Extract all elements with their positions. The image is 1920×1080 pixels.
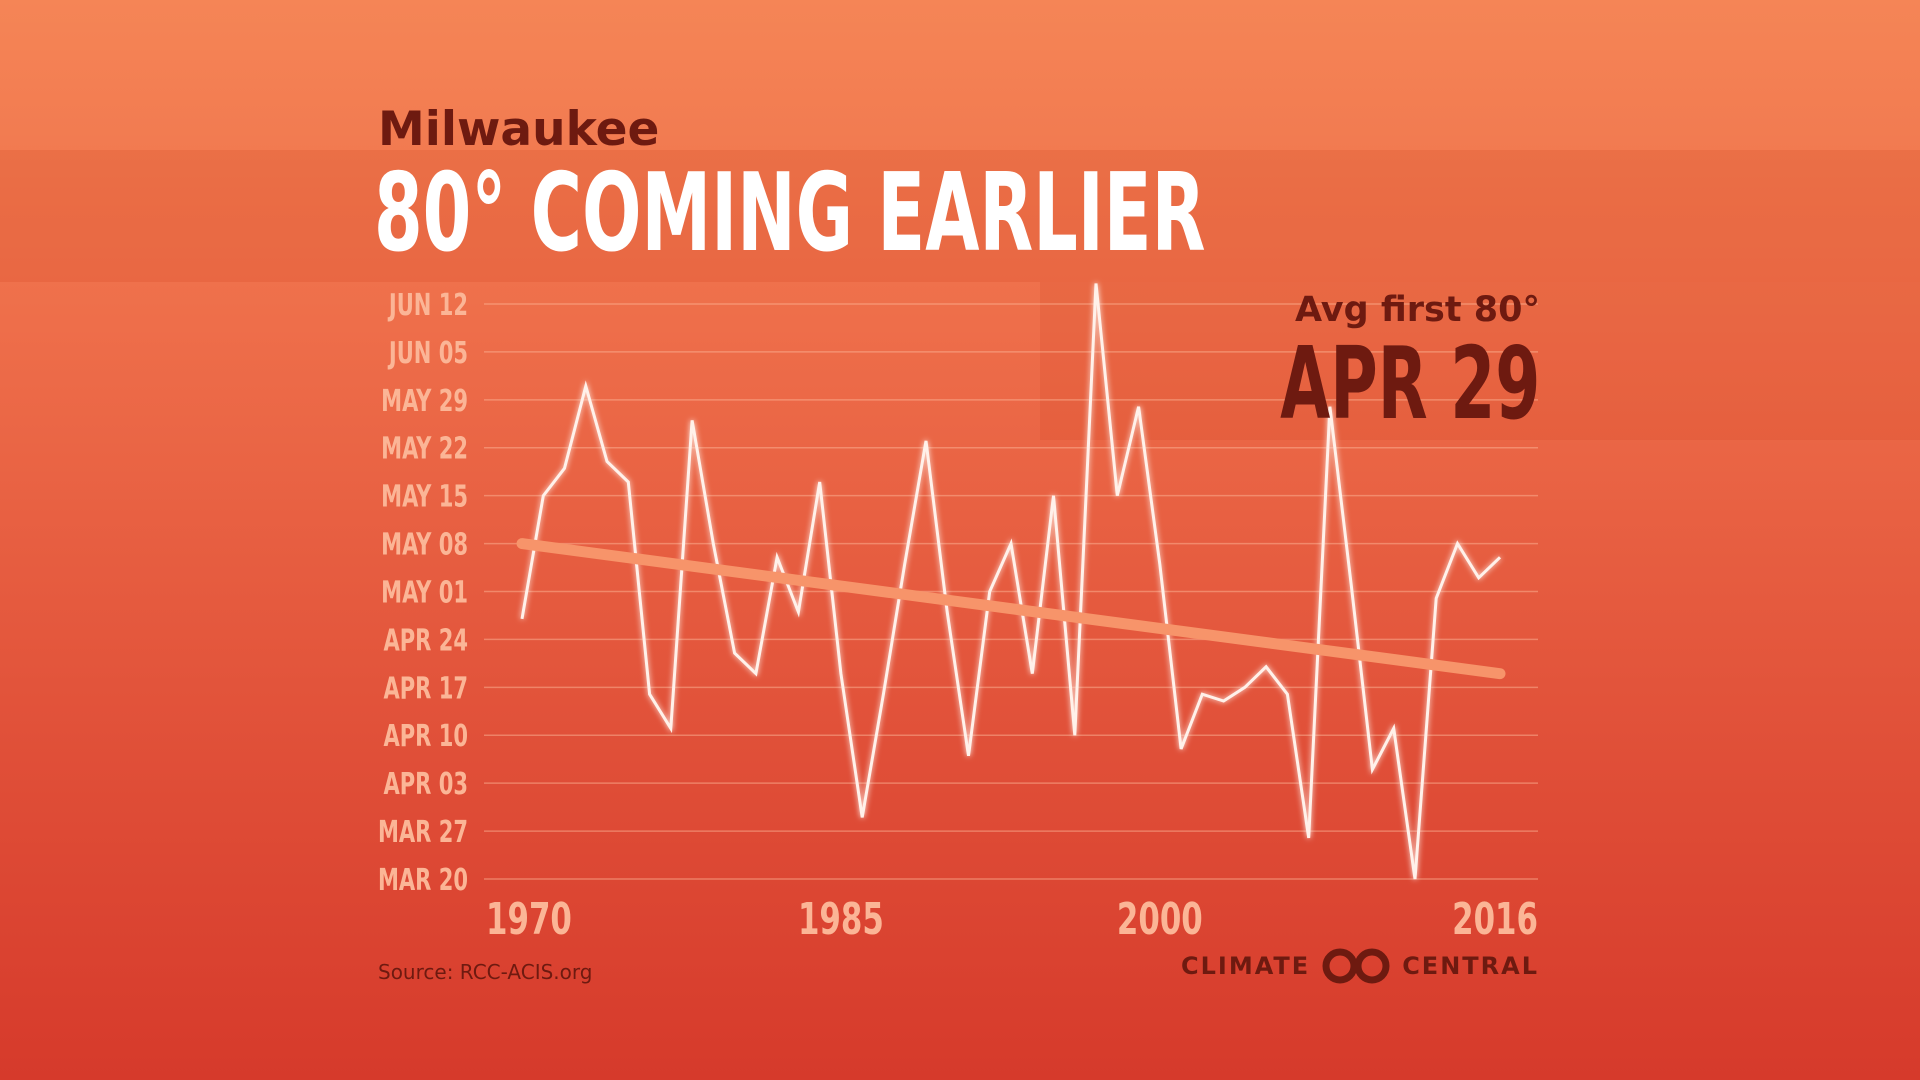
x-tick-label: 2016 bbox=[1452, 894, 1538, 945]
y-axis-ticks: MAR 20 MAR 27 APR 03 APR 10 APR 17 APR 24 MAY … bbox=[378, 288, 468, 898]
y-tick-label: MAR 20 bbox=[378, 863, 468, 898]
y-tick-label: APR 24 bbox=[383, 624, 468, 659]
y-tick-label: JUN 12 bbox=[387, 288, 468, 323]
page-title: 80° COMING EARLIER bbox=[374, 151, 1206, 276]
logo-rings-icon bbox=[1322, 948, 1390, 984]
y-tick-label: MAR 27 bbox=[378, 815, 468, 850]
logo-text-left: CLIMATE bbox=[1180, 952, 1311, 980]
y-tick-label: MAY 01 bbox=[381, 576, 468, 611]
climate-central-logo: CLIMATE CENTRAL bbox=[1181, 946, 1539, 986]
y-tick-label: APR 03 bbox=[383, 767, 468, 802]
x-tick-label: 1970 bbox=[486, 894, 572, 945]
logo-text-right: CENTRAL bbox=[1402, 952, 1539, 980]
y-tick-label: JUN 05 bbox=[387, 336, 468, 371]
callout-band bbox=[1040, 282, 1920, 440]
series-lines bbox=[516, 283, 1506, 880]
source-note: Source: RCC-ACIS.org bbox=[378, 960, 593, 984]
y-tick-label: MAY 29 bbox=[381, 384, 468, 419]
y-tick-label: APR 17 bbox=[383, 672, 468, 707]
series-line-first-80-date bbox=[520, 283, 1502, 880]
trend-line bbox=[516, 538, 1506, 680]
x-axis-ticks: 1970 1985 2000 2016 bbox=[486, 894, 1538, 945]
y-tick-label: MAY 15 bbox=[381, 480, 468, 515]
average-value: APR 29 bbox=[1279, 325, 1540, 442]
gridlines bbox=[484, 303, 1538, 880]
x-tick-label: 2000 bbox=[1117, 894, 1203, 945]
y-tick-label: MAY 08 bbox=[381, 528, 468, 563]
average-label: Avg first 80° bbox=[1294, 290, 1540, 330]
y-tick-label: MAY 22 bbox=[381, 432, 468, 467]
y-tick-label: APR 10 bbox=[383, 719, 468, 754]
header-band bbox=[0, 150, 1920, 282]
x-tick-label: 1985 bbox=[798, 894, 884, 945]
city-name: Milwaukee bbox=[378, 102, 660, 157]
